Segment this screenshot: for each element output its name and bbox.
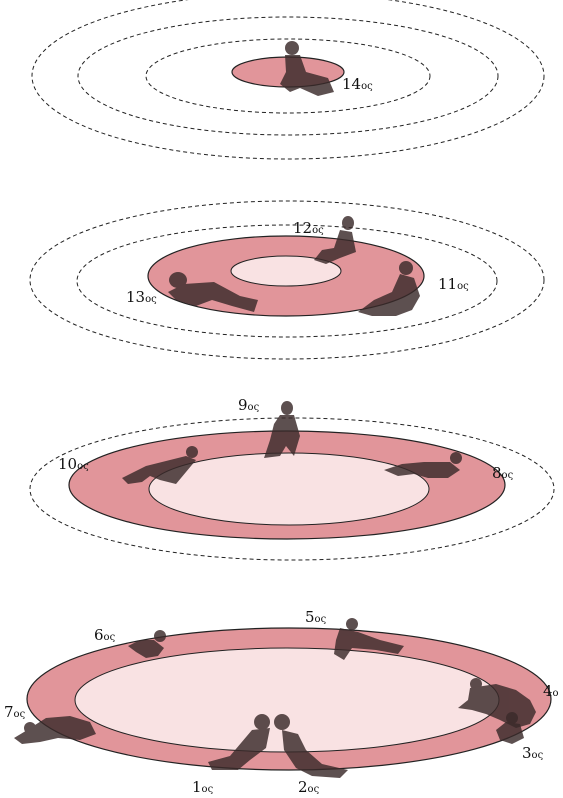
figure-6 — [128, 630, 166, 658]
label-14: 14ος — [342, 75, 373, 93]
figure-12 — [314, 216, 356, 264]
panel-stages-1-7: 5ος 6ος 4ο 7ος 3ος 1ος 2ος — [4, 608, 559, 796]
label-7: 7ος — [4, 703, 26, 721]
figure-9 — [264, 401, 300, 458]
panel-stages-8-10: 9ος 10ος 8ος — [29, 396, 555, 561]
label-12: 12ος — [293, 219, 324, 237]
dashed-ring-outer — [29, 200, 545, 360]
label-3: 3ος — [522, 744, 544, 762]
label-9: 9ος — [238, 396, 260, 414]
panel-stages-11-13: 12ος 13ος 11ος — [29, 200, 545, 360]
figure-14 — [280, 41, 334, 96]
label-6: 6ος — [94, 626, 116, 644]
figure-3 — [496, 712, 524, 744]
label-11: 11ος — [438, 275, 469, 293]
figure-10 — [122, 446, 198, 484]
label-13: 13ος — [126, 288, 157, 306]
figure-1-2-pair — [208, 714, 348, 778]
inner-area — [148, 452, 430, 526]
dashed-ring-outer — [31, 0, 545, 160]
figure-11 — [358, 261, 420, 316]
label-2: 2ος — [298, 778, 320, 796]
label-8: 8ος — [492, 464, 514, 482]
inner-area — [230, 255, 342, 287]
panel-stage-14: 14ος — [31, 0, 545, 160]
label-10: 10ος — [58, 455, 89, 473]
dashed-ring-inner — [76, 224, 498, 338]
label-1: 1ος — [192, 778, 214, 796]
figure-5 — [334, 618, 404, 660]
dashed-ring-middle — [77, 16, 499, 136]
dashed-ring-inner — [145, 38, 431, 114]
figure-7 — [14, 716, 96, 744]
figure-8 — [384, 452, 462, 478]
label-5: 5ος — [305, 608, 327, 626]
figure-13 — [168, 272, 258, 312]
label-4: 4ο — [543, 682, 559, 700]
